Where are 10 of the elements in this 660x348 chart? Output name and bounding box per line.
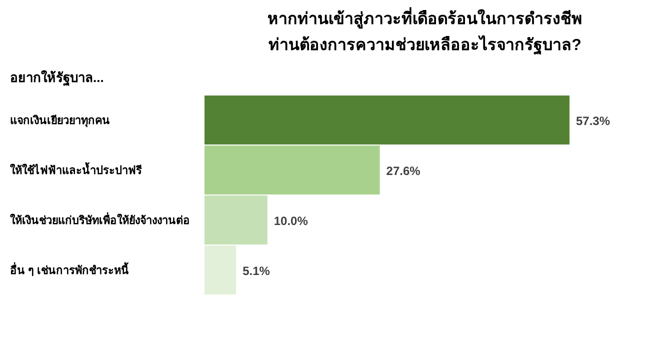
data-label: 57.3% [576, 114, 610, 128]
data-label: 27.6% [386, 164, 421, 178]
data-label: 5.1% [242, 264, 270, 278]
y-tick-label: แจกเงินเยียวยาทุกคน [10, 114, 110, 128]
text: อยากให้รัฐบาล... [10, 69, 104, 87]
y-tick-label: ให้เงินช่วยแก่บริษัทเพื่อให้ยังจ้างงานต่อ [10, 212, 190, 227]
y-tick-label: อื่น ๆ เช่นการพักชำระหนี้ [10, 262, 130, 277]
y-tick-label: ให้ใช้ไฟฟ้าและน้ำประปาฟรี [10, 162, 142, 177]
chart-title: หากท่านเข้าสู่ภาวะที่เดือดร้อนในการดำรงชีพ ท่านต้องการความช่วยเหลืออะไรจากรัฐบาล? [268, 7, 582, 55]
data-label: 10.0% [274, 214, 308, 228]
